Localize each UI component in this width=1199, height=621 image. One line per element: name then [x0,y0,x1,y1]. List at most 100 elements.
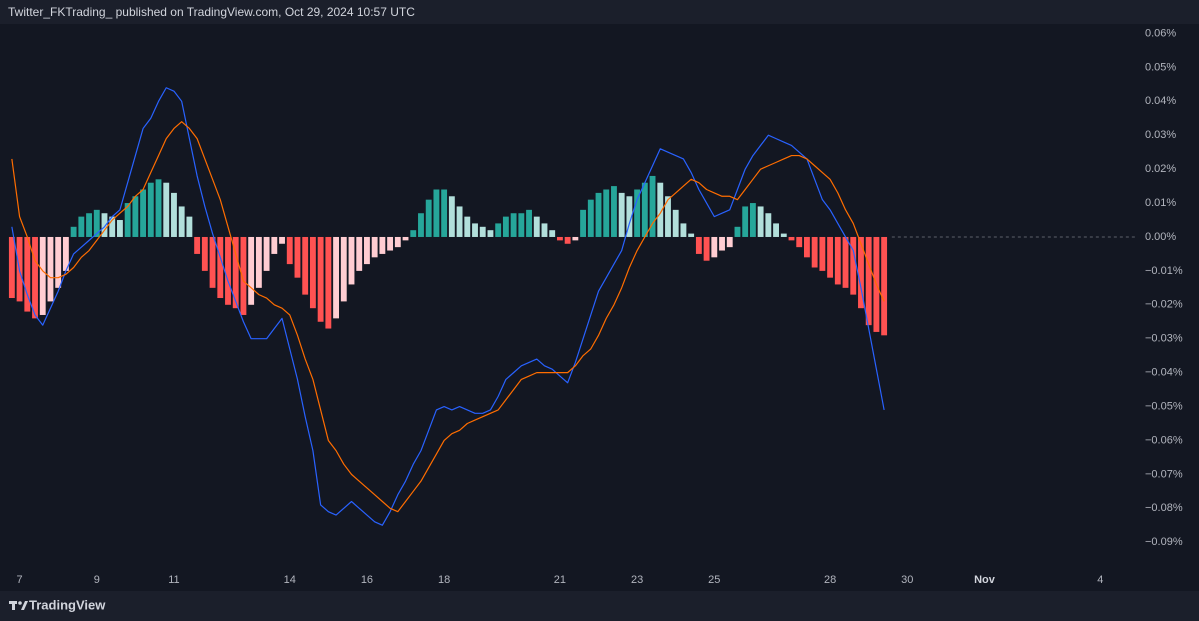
histogram-bar [286,236,293,265]
histogram-bar [734,226,741,237]
x-tick-label: 14 [284,574,296,586]
x-tick-label: Nov [974,574,996,586]
histogram-bar [340,236,347,302]
x-tick-label: 18 [438,574,450,586]
line-series [11,87,885,526]
publisher-text: Twitter_FKTrading_ published on TradingV… [8,5,415,19]
histogram-bar [225,236,231,305]
histogram-bar [309,236,316,309]
histogram-bar [178,206,185,237]
brand-logo [9,601,28,610]
histogram-bar [302,236,309,295]
histogram-bar [62,236,69,271]
histogram-bar [742,206,749,237]
y-tick-label: 0.04% [1145,95,1176,107]
histogram-bar [333,236,339,319]
histogram-bar [502,216,509,237]
histogram-bar [387,236,394,251]
histogram-bar [325,236,332,329]
histogram-bar [572,236,579,241]
histogram-bar [255,236,262,288]
histogram-bar [587,199,594,237]
histogram-bar [556,236,563,241]
y-tick-label: −0.04% [1145,367,1183,379]
histogram-bar [24,236,31,312]
histogram-bar [317,236,324,322]
histogram-bar [533,216,540,237]
footer-bar [0,591,1199,621]
histogram-bar [78,216,85,237]
histogram-bar [294,236,301,278]
y-tick-label: 0.03% [1145,129,1176,141]
histogram-bar [410,230,417,237]
histogram-bar [595,192,602,237]
histogram-bar [425,199,432,237]
y-tick-label: 0.00% [1145,231,1176,243]
histogram-bar [580,209,587,237]
histogram-bar [780,233,787,237]
histogram-bar [865,236,872,326]
histogram-bar [8,236,15,299]
histogram-bar [479,226,486,237]
x-tick-label: 30 [901,574,913,586]
histogram-bar [356,236,363,271]
histogram-bar [495,223,502,237]
histogram-bar [140,189,147,237]
histogram-bar [418,213,424,237]
histogram-bar [93,209,100,237]
histogram-bar [618,192,625,237]
histogram-bar [39,236,46,315]
y-tick-label: −0.02% [1145,299,1183,311]
histogram-bar [649,175,656,237]
histogram-bar [55,236,62,288]
histogram-bar [634,189,641,237]
x-tick-label: 4 [1097,574,1103,586]
y-tick-label: 0.06% [1145,27,1176,39]
x-tick-label: 28 [824,574,836,586]
histogram-bar [163,182,170,237]
x-tick-label: 7 [17,574,23,586]
histogram-bar [209,236,216,288]
x-tick-label: 23 [631,574,643,586]
histogram-bar [433,189,440,237]
histogram-bar [641,182,648,237]
x-tick-label: 9 [94,574,100,586]
histogram-bar [672,209,679,237]
histogram-bar [441,189,448,237]
x-tick-label: 25 [708,574,720,586]
histogram-bar [394,236,401,248]
histogram-bar [703,236,710,261]
histogram-bar [811,236,818,268]
histogram-bar [379,236,386,254]
histogram-bar [271,236,278,254]
logo-part [21,601,28,610]
histogram-bar [155,179,162,237]
histogram-bar [348,236,355,285]
histogram-bar [263,236,270,271]
line-series [11,121,885,513]
histogram-bar [526,209,532,237]
y-tick-label: −0.08% [1145,502,1183,514]
y-tick-label: 0.05% [1145,61,1176,73]
y-tick-label: −0.03% [1145,333,1183,345]
histogram-bar [101,213,108,237]
histogram-bar [688,233,695,237]
histogram-bar [680,223,687,237]
histogram-bar [510,213,517,237]
histogram-bar [248,236,255,305]
histogram-bar [518,213,525,237]
histogram-bar [124,203,131,237]
histogram-bar [364,236,370,265]
y-tick-label: 0.02% [1145,163,1176,175]
histogram-bar [626,196,633,237]
histogram-bar [240,236,247,315]
histogram-bar [665,196,671,237]
histogram-bar [773,223,779,237]
histogram-bar [842,236,849,288]
histogram-bar [827,236,834,278]
histogram-bar [487,230,494,237]
histogram-bar [834,236,841,285]
histogram-bar [796,236,803,248]
